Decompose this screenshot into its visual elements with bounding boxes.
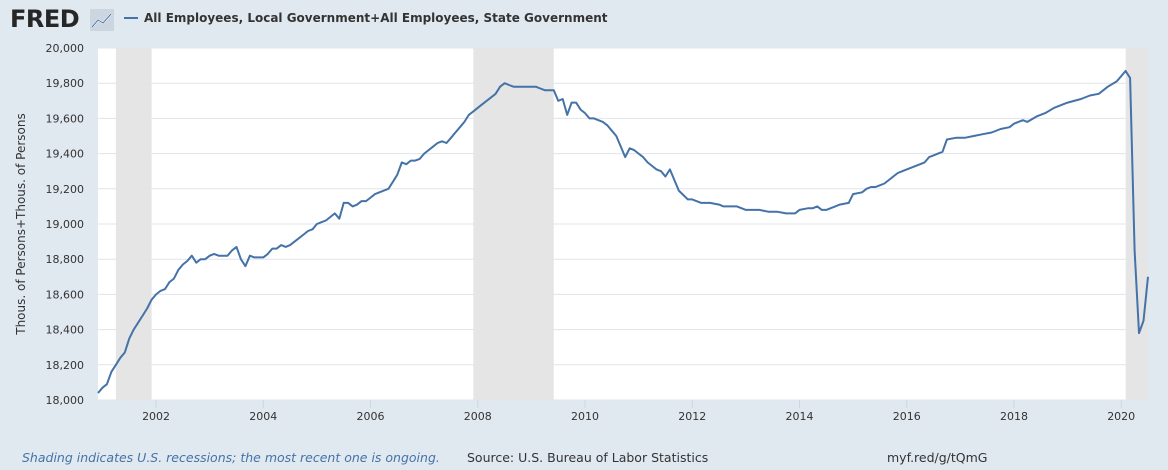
series-line[interactable] [97, 69, 1149, 394]
x-tick-label: 2002 [142, 410, 170, 423]
grid-lines [98, 47, 1148, 401]
y-tick-label: 18,600 [46, 288, 85, 301]
short-url[interactable]: myf.red/g/tQmG [887, 450, 988, 465]
x-tick-label: 2004 [249, 410, 277, 423]
source-text: Source: U.S. Bureau of Labor Statistics [467, 450, 709, 465]
y-tick-label: 18,800 [46, 253, 85, 266]
y-tick-label: 20,000 [46, 42, 85, 55]
legend-swatch [124, 17, 138, 19]
legend-label[interactable]: All Employees, Local Government+All Empl… [144, 11, 608, 25]
y-tick-label: 18,000 [46, 394, 85, 407]
y-tick-label: 18,200 [46, 359, 85, 372]
series-layer [97, 69, 1149, 394]
y-tick-label: 19,800 [46, 77, 85, 90]
y-axis-ticks: 18,000 18,200 18,400 18,600 18,800 19,000 19,2… [46, 42, 85, 407]
y-tick-label: 19,000 [46, 218, 85, 231]
chart-header: FRED All Employees, Local Government+All… [0, 0, 1168, 40]
x-tick-label: 2010 [571, 410, 599, 423]
x-axis-ticks: 2002 2004 2006 2008 2010 2012 2014 2016 2018 2020 [142, 400, 1135, 423]
x-tick-label: 2014 [785, 410, 813, 423]
y-axis-label: Thous. of Persons+Thous. of Persons [14, 113, 28, 336]
x-tick-label: 2018 [1000, 410, 1028, 423]
x-tick-label: 2016 [893, 410, 921, 423]
recession-note: Shading indicates U.S. recessions; the m… [22, 450, 440, 465]
fred-logo[interactable]: FRED [10, 5, 80, 33]
y-tick-label: 18,400 [46, 324, 85, 337]
x-tick-label: 2008 [464, 410, 492, 423]
x-tick-label: 2006 [357, 410, 385, 423]
line-chart: 18,000 18,200 18,400 18,600 18,800 19,000 19,2… [14, 42, 1149, 423]
line-chart-icon [90, 9, 114, 31]
x-tick-label: 2020 [1107, 410, 1135, 423]
y-tick-label: 19,400 [46, 148, 85, 161]
y-tick-label: 19,200 [46, 183, 85, 196]
chart-legend: All Employees, Local Government+All Empl… [124, 11, 608, 25]
x-tick-label: 2012 [678, 410, 706, 423]
y-tick-label: 19,600 [46, 112, 85, 125]
